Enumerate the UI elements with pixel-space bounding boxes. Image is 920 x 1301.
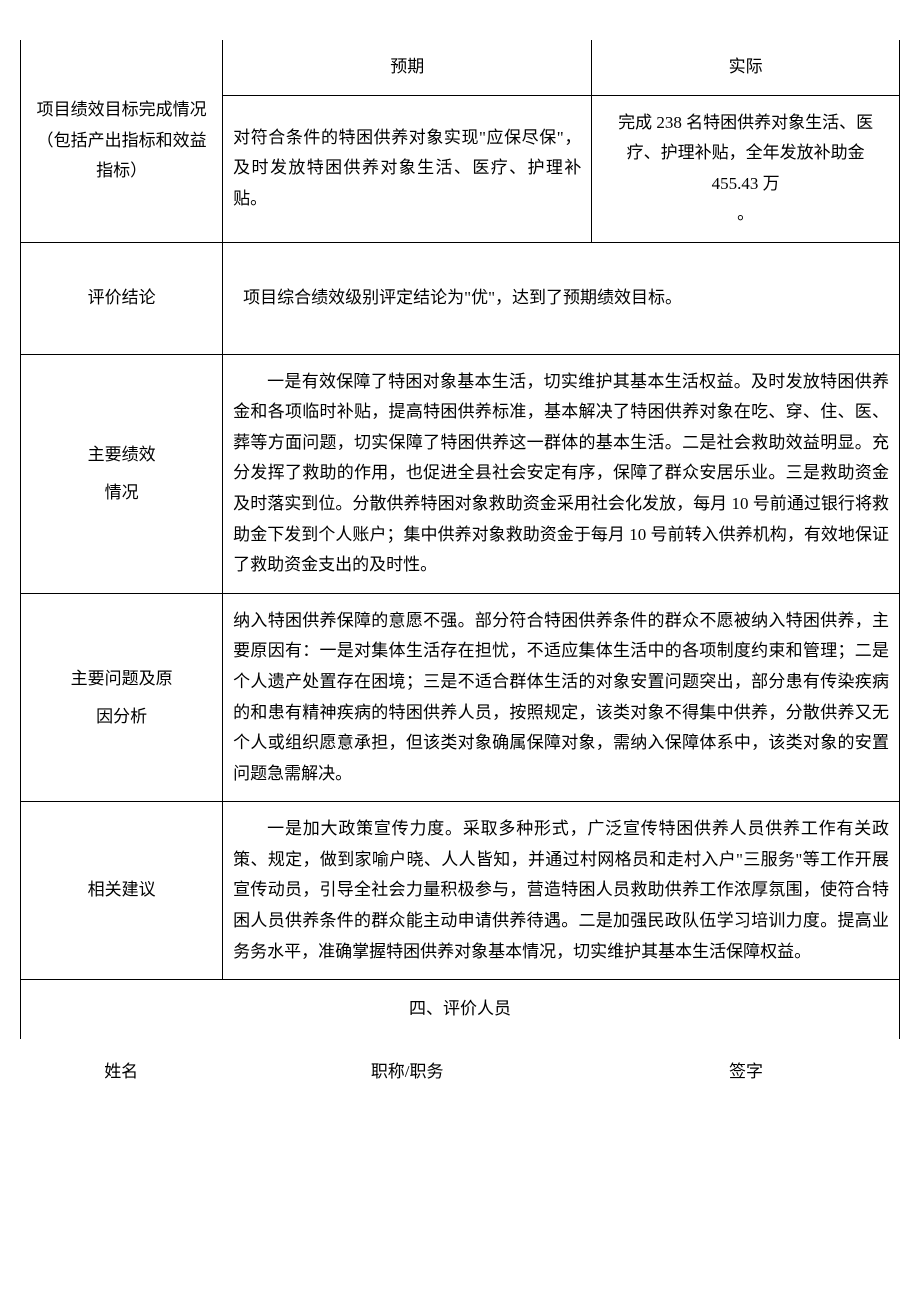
signature-header-row: 姓名 职称/职务 签字 — [20, 1039, 900, 1106]
table-row: 主要问题及原 因分析 纳入特困供养保障的意愿不强。部分符合特困供养条件的群众不愿… — [21, 593, 900, 802]
table-row: 四、评价人员 — [21, 980, 900, 1039]
cell-text: 一是加大政策宣传力度。采取多种形式，广泛宣传特困供养人员供养工作有关政策、规定，… — [233, 814, 889, 967]
cell-text: 一是有效保障了特困对象基本生活，切实维护其基本生活权益。及时发放特困供养金和各项… — [233, 367, 889, 581]
main-problem-content: 纳入特困供养保障的意愿不强。部分符合特困供养条件的群众不愿被纳入特困供养，主要原… — [223, 593, 900, 802]
table-row: 主要绩效 情况 一是有效保障了特困对象基本生活，切实维护其基本生活权益。及时发放… — [21, 354, 900, 593]
actual-header: 实际 — [592, 40, 900, 95]
signature-role-label: 职称/职务 — [222, 1039, 592, 1106]
row-label-suggestion: 相关建议 — [21, 802, 223, 980]
section-4-header: 四、评价人员 — [21, 980, 900, 1039]
label-line2: 情况 — [31, 474, 212, 511]
label-text: 评价结论 — [88, 288, 156, 307]
signature-table: 姓名 职称/职务 签字 — [20, 1039, 900, 1106]
header-text: 预期 — [390, 57, 424, 76]
row-label-conclusion: 评价结论 — [21, 242, 223, 354]
signature-name-label: 姓名 — [20, 1039, 222, 1106]
label-line2: 因分析 — [31, 698, 212, 735]
cell-text: 纳入特困供养保障的意愿不强。部分符合特困供养条件的群众不愿被纳入特困供养，主要原… — [233, 611, 889, 783]
label-line1: 主要绩效 — [31, 436, 212, 473]
cell-text: 项目综合绩效级别评定结论为"优"，达到了预期绩效目标。 — [243, 288, 682, 307]
row-label-main-performance: 主要绩效 情况 — [21, 354, 223, 593]
label-text: 姓名 — [104, 1062, 138, 1081]
suggestion-content: 一是加大政策宣传力度。采取多种形式，广泛宣传特困供养人员供养工作有关政策、规定，… — [223, 802, 900, 980]
evaluation-table: 项目绩效目标完成情况（包括产出指标和效益指标） 预期 实际 对符合条件的特困供养… — [20, 40, 900, 1039]
label-line1: 主要问题及原 — [31, 660, 212, 697]
section-header-text: 四、评价人员 — [409, 999, 511, 1018]
signature-sign-label: 签字 — [592, 1039, 900, 1106]
label-text: 相关建议 — [88, 880, 156, 899]
expected-header: 预期 — [223, 40, 592, 95]
label-text: 项目绩效目标完成情况（包括产出指标和效益指标） — [37, 100, 207, 180]
cell-text-line2: 。 — [602, 199, 889, 230]
actual-content: 完成 238 名特困供养对象生活、医疗、护理补贴，全年发放补助金 455.43 … — [592, 95, 900, 242]
main-performance-content: 一是有效保障了特困对象基本生活，切实维护其基本生活权益。及时发放特困供养金和各项… — [223, 354, 900, 593]
cell-text-line1: 完成 238 名特困供养对象生活、医疗、护理补贴，全年发放补助金 455.43 … — [602, 108, 889, 200]
label-text: 签字 — [729, 1062, 763, 1081]
expected-content: 对符合条件的特困供养对象实现"应保尽保"，及时发放特困供养对象生活、医疗、护理补… — [223, 95, 592, 242]
table-row: 评价结论 项目综合绩效级别评定结论为"优"，达到了预期绩效目标。 — [21, 242, 900, 354]
row-label-performance-goal: 项目绩效目标完成情况（包括产出指标和效益指标） — [21, 40, 223, 242]
table-row: 项目绩效目标完成情况（包括产出指标和效益指标） 预期 实际 — [21, 40, 900, 95]
header-text: 实际 — [729, 57, 763, 76]
cell-text: 对符合条件的特困供养对象实现"应保尽保"，及时发放特困供养对象生活、医疗、护理补… — [233, 128, 581, 208]
table-row: 相关建议 一是加大政策宣传力度。采取多种形式，广泛宣传特困供养人员供养工作有关政… — [21, 802, 900, 980]
label-text: 职称/职务 — [371, 1062, 444, 1081]
row-label-main-problem: 主要问题及原 因分析 — [21, 593, 223, 802]
conclusion-content: 项目综合绩效级别评定结论为"优"，达到了预期绩效目标。 — [223, 242, 900, 354]
document-page: 项目绩效目标完成情况（包括产出指标和效益指标） 预期 实际 对符合条件的特困供养… — [20, 40, 900, 1105]
